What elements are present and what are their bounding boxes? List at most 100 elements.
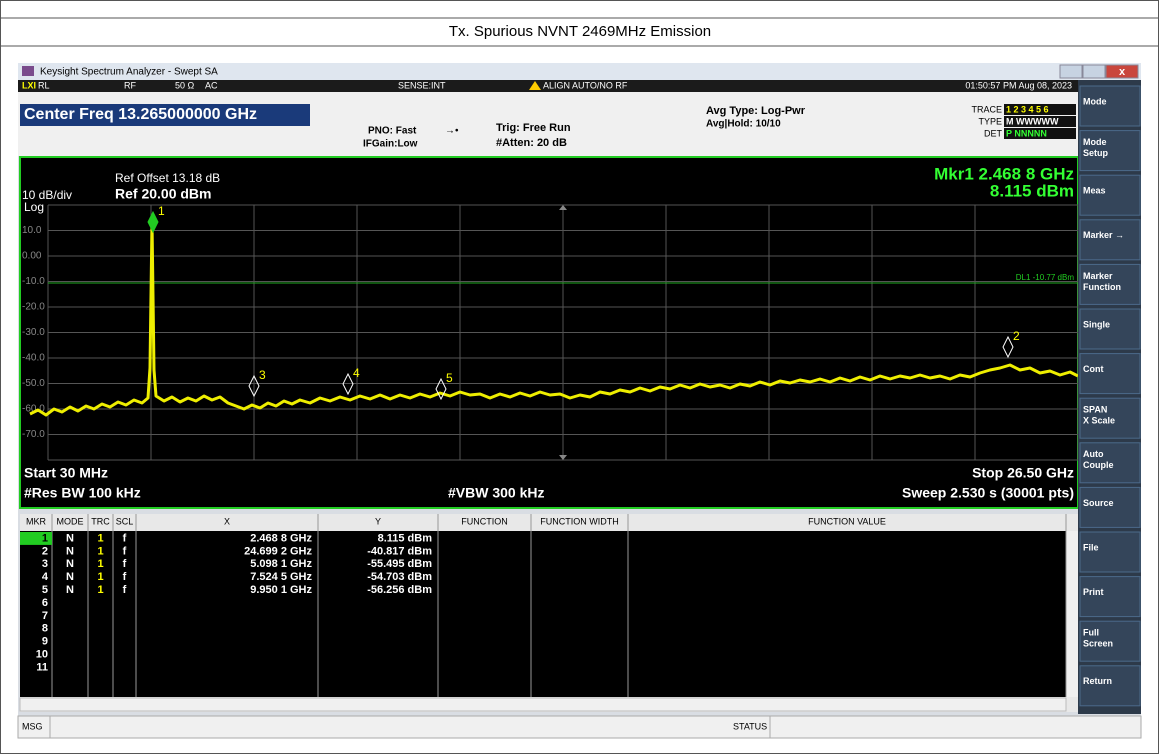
lxi: LXI	[22, 80, 36, 90]
marker	[342, 372, 354, 396]
display-line-label: DL1 -10.77 dBm	[1016, 273, 1075, 282]
table-cell: f	[123, 545, 127, 557]
table-cell: 8	[42, 623, 48, 635]
type-value: M WWWWW	[1006, 116, 1059, 126]
softkey[interactable]	[1079, 263, 1141, 305]
softkey-label: Setup	[1083, 148, 1109, 158]
softkey-label: SPAN	[1083, 405, 1107, 415]
trig: Trig: Free Run	[496, 122, 571, 134]
table-cell: 7	[42, 610, 48, 622]
marker	[147, 210, 159, 234]
horizontal-scrollbar[interactable]	[19, 697, 1067, 712]
trace	[29, 220, 1079, 417]
det-box	[1004, 128, 1076, 139]
table-cell: N	[66, 571, 74, 583]
softkey-label: Cont	[1083, 364, 1104, 374]
center-freq-box	[20, 104, 310, 126]
vbw: #VBW 300 kHz	[448, 485, 544, 501]
softkey[interactable]	[1079, 397, 1141, 439]
marker	[435, 377, 447, 401]
vertical-scrollbar[interactable]	[1066, 531, 1078, 697]
softkey[interactable]	[1079, 174, 1141, 216]
softkey[interactable]	[1079, 85, 1141, 127]
table-cell: 1	[97, 571, 103, 583]
y-label: -70.0	[22, 429, 45, 440]
page-title: Tx. Spurious NVNT 2469MHz Emission	[449, 23, 711, 40]
softkey[interactable]	[1079, 353, 1141, 395]
status: STATUS	[733, 721, 767, 731]
softkey-label: Full	[1083, 628, 1099, 638]
avg-type: Avg Type: Log-Pwr	[706, 105, 806, 117]
softkey-label: Meas	[1083, 186, 1106, 196]
table-header: X	[224, 516, 230, 526]
softkey[interactable]	[1079, 531, 1141, 573]
selected-marker-cell	[20, 532, 52, 545]
softkey[interactable]	[1079, 308, 1141, 350]
type-label: TYPE	[978, 116, 1002, 126]
det-value: P NNNNN	[1006, 128, 1047, 138]
minimize-button[interactable]	[1059, 64, 1083, 79]
msg: MSG	[22, 721, 43, 731]
table-header: Y	[375, 516, 381, 526]
softkey[interactable]	[1079, 486, 1141, 528]
table-cell: 6	[42, 597, 48, 609]
softkey-label: Source	[1083, 498, 1114, 508]
table-header: FUNCTION WIDTH	[540, 516, 619, 526]
title-bar	[18, 63, 1141, 80]
softkey-label: Marker	[1083, 271, 1113, 281]
close-icon: x	[1119, 66, 1126, 78]
center-tick	[559, 205, 567, 210]
close-button[interactable]	[1105, 64, 1139, 79]
table-cell: 5	[42, 584, 48, 596]
message-bar	[17, 715, 1142, 739]
marker-label: 1	[158, 204, 165, 218]
table-cell: 1	[97, 532, 103, 544]
table-cell: N	[66, 558, 74, 570]
marker	[248, 374, 260, 398]
pno: PNO: Fast	[368, 126, 417, 137]
softkey[interactable]	[1079, 442, 1141, 484]
rf: RF	[124, 80, 136, 90]
table-cell: 8.115 dBm	[378, 532, 433, 544]
trace-box	[1004, 104, 1076, 115]
softkey[interactable]	[1079, 620, 1141, 662]
softkey[interactable]	[1079, 219, 1141, 261]
softkey-label: Mode	[1083, 137, 1107, 147]
softkey-label: Screen	[1083, 639, 1113, 649]
softkey[interactable]	[1079, 130, 1141, 172]
ref-offset: Ref Offset 13.18 dB	[115, 171, 220, 185]
table-cell: 1	[97, 558, 103, 570]
trace-label: TRACE	[971, 104, 1002, 114]
table-cell: 5.098 1 GHz	[250, 558, 312, 570]
table-cell: 2	[42, 545, 48, 557]
table-cell: 3	[42, 558, 48, 570]
log: Log	[24, 200, 44, 214]
table-header: FUNCTION VALUE	[808, 516, 886, 526]
softkey-label: Mode	[1083, 96, 1107, 106]
table-cell: f	[123, 558, 127, 570]
softkey-label: Function	[1083, 282, 1121, 292]
table-cell: 24.699 2 GHz	[244, 545, 312, 557]
restore-button[interactable]	[1082, 64, 1106, 79]
ifgain: IFGain:Low	[363, 139, 418, 150]
table-cell: 10	[36, 648, 48, 660]
table-header: MKR	[26, 516, 47, 526]
softkey-label: Couple	[1083, 460, 1114, 470]
marker-label: 3	[259, 368, 266, 382]
trace-value: 1 2 3 4 5 6	[1006, 104, 1049, 114]
table-cell: 9.950 1 GHz	[250, 584, 312, 596]
table-cell: N	[66, 545, 74, 557]
y-label: -20.0	[22, 302, 45, 313]
table-cell: -40.817 dBm	[367, 545, 432, 557]
marker-label: 5	[446, 371, 453, 385]
table-header: FUNCTION	[461, 516, 508, 526]
table-cell: f	[123, 571, 127, 583]
table-cell: 11	[36, 661, 48, 673]
det-label: DET	[984, 128, 1003, 138]
table-cell: -55.495 dBm	[367, 558, 432, 570]
softkey[interactable]	[1079, 665, 1141, 707]
window-title: Keysight Spectrum Analyzer - Swept SA	[40, 67, 218, 78]
softkey[interactable]	[1079, 576, 1141, 618]
table-cell: N	[66, 532, 74, 544]
